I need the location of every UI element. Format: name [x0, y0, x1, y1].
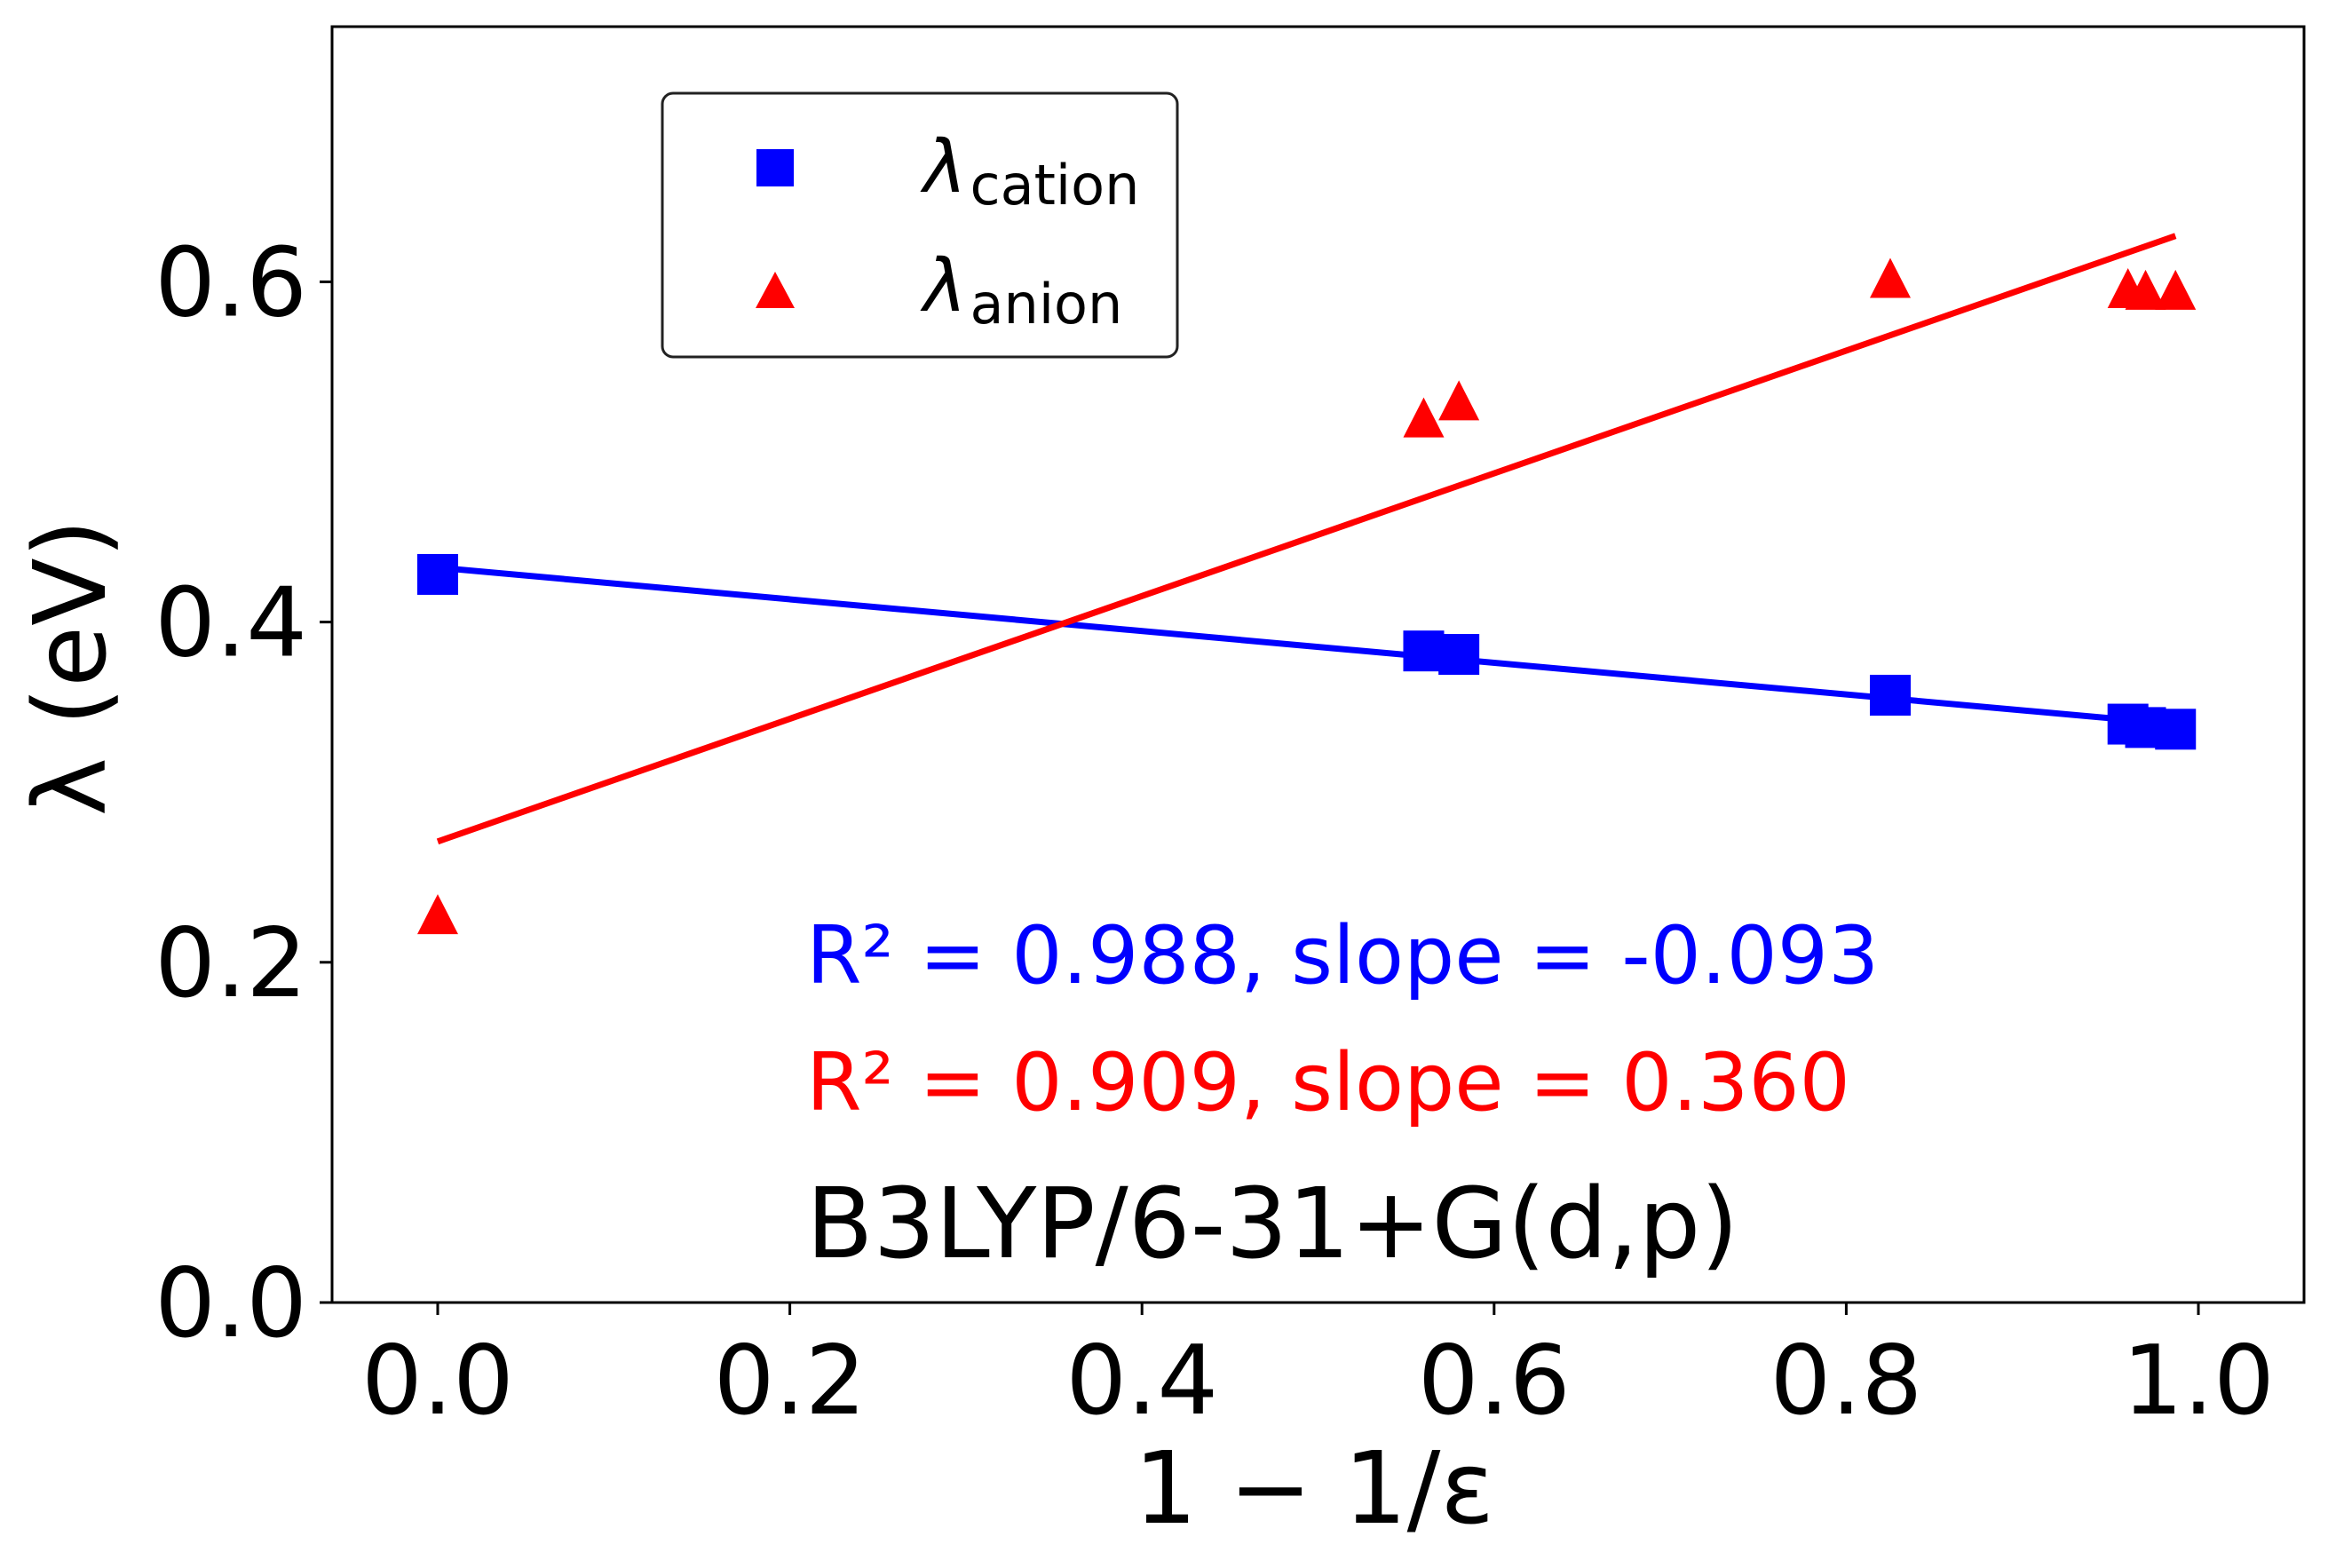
annotation-method: B3LYP/6-31+G(d,p)	[806, 1167, 1738, 1280]
legend: λcation λanion	[661, 91, 1179, 359]
legend-label-anion-sub: anion	[970, 272, 1123, 337]
legend-label-anion-main: λ	[920, 244, 967, 329]
data-point-anion	[1438, 380, 1480, 421]
legend-label-cation-sub: cation	[970, 153, 1140, 218]
y-tick-label: 0.2	[154, 908, 307, 1019]
y-tick-label: 0.6	[154, 227, 307, 338]
data-point-cation	[1403, 630, 1445, 672]
plot-frame	[330, 25, 2306, 1304]
x-tick-label: 0.4	[1065, 1326, 1218, 1437]
data-point-cation	[416, 553, 458, 595]
x-tick-label: 0.0	[361, 1326, 514, 1437]
legend-marker-anion	[756, 272, 795, 308]
fit-line-anion	[436, 233, 2177, 845]
legend-label-anion: λanion	[920, 244, 1122, 337]
legend-label-cation: λcation	[920, 125, 1139, 218]
legend-label-cation-main: λ	[920, 125, 967, 210]
x-tick-label: 0.8	[1770, 1326, 1923, 1437]
data-point-anion	[2155, 269, 2197, 310]
annotation-cation-fit: R² = 0.988, slope = -0.093	[806, 909, 1879, 1002]
annotation-anion-fit: R² = 0.909, slope = 0.360	[806, 1036, 1850, 1129]
x-tick-label: 0.6	[1418, 1326, 1571, 1437]
data-point-anion	[2125, 269, 2166, 310]
y-tick-label: 0.0	[154, 1248, 307, 1359]
y-axis-label: λ (eV)	[13, 519, 129, 817]
data-point-anion	[1403, 397, 1445, 438]
axis-ticks: 0.0 0.2 0.4 0.6 0.8 1.0 0.0 0.2 0.4 0.6	[154, 227, 2275, 1437]
x-tick-label: 1.0	[2122, 1326, 2275, 1437]
plot-content	[416, 233, 2197, 935]
legend-marker-cation	[756, 149, 794, 186]
x-axis-label: 1 − 1/ε	[1134, 1431, 1494, 1547]
data-point-cation	[2155, 709, 2197, 750]
data-point-cation	[1438, 634, 1480, 676]
data-point-anion	[416, 894, 458, 935]
data-point-anion	[1869, 257, 1911, 298]
x-tick-label: 0.2	[714, 1326, 867, 1437]
y-tick-label: 0.4	[154, 568, 307, 679]
data-point-cation	[1869, 674, 1911, 716]
